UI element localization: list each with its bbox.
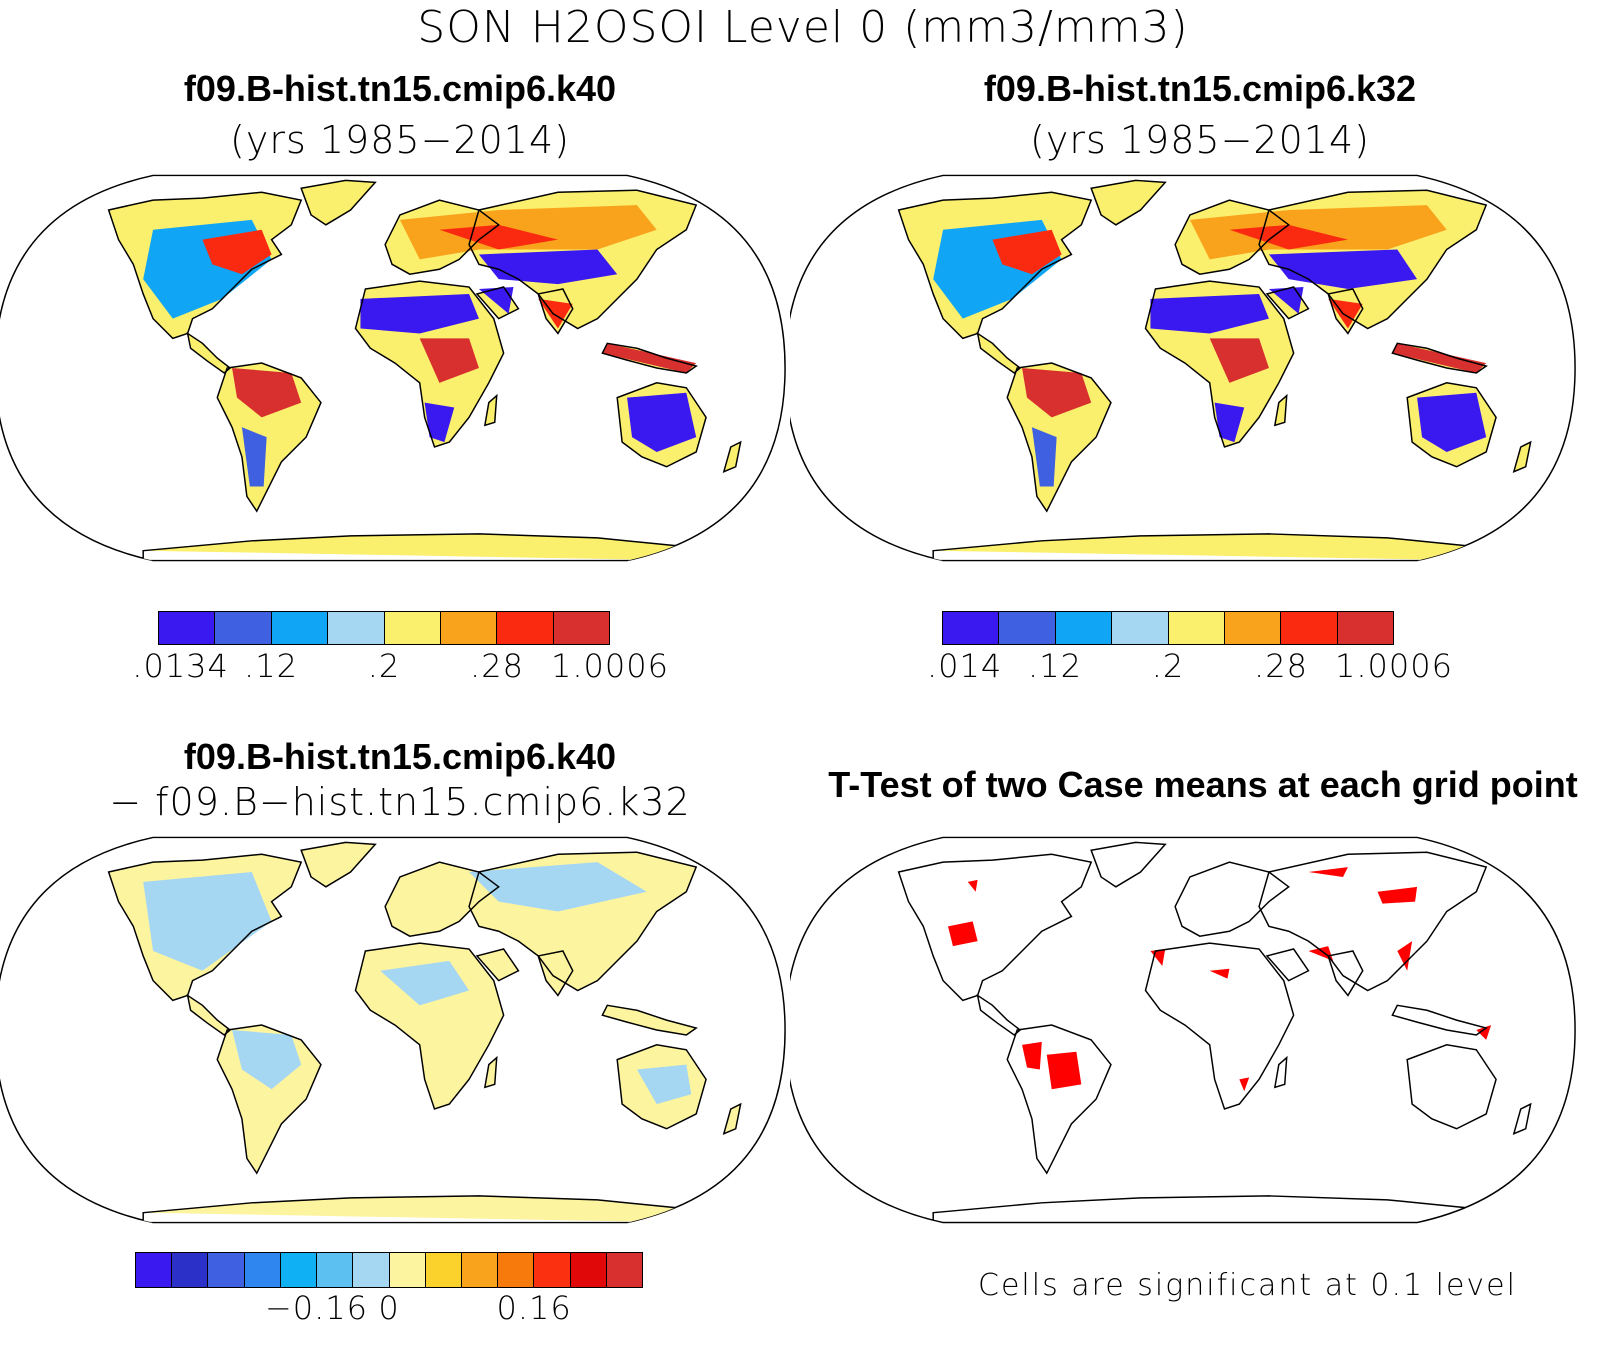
difference-field	[107, 841, 742, 1223]
colorbar-swatch	[943, 612, 1000, 644]
colorbar-swatch	[384, 612, 441, 644]
colorbar-swatch	[425, 1253, 462, 1287]
colorbar-tick-label: .12	[244, 647, 298, 685]
colorbar-swatch	[328, 612, 385, 644]
ttest-title: T-Test of two Case means at each grid po…	[828, 764, 1578, 805]
colorbar-swatch	[440, 612, 498, 644]
colorbar-tick-label: .2	[367, 647, 401, 685]
colorbar-tick-label: 1.0006	[551, 647, 669, 685]
colorbar-swatch	[244, 1253, 281, 1287]
colorbar-swatch	[353, 1253, 390, 1287]
colorbar-swatch	[280, 1253, 318, 1287]
case1-map	[0, 174, 786, 562]
colorbar-swatch	[208, 1253, 245, 1287]
case2-colorbar	[942, 611, 1394, 645]
colorbar-swatch	[1168, 612, 1225, 644]
case1-title: f09.B-hist.tn15.cmip6.k40	[183, 68, 617, 109]
diff-map	[0, 836, 786, 1224]
colorbar-swatch	[999, 612, 1056, 644]
colorbar-swatch	[159, 612, 216, 644]
colorbar-tick-label: 1.0006	[1335, 647, 1453, 685]
colorbar-swatch	[461, 1253, 499, 1287]
case1-colorbar	[158, 611, 610, 645]
colorbar-swatch	[389, 1253, 426, 1287]
colorbar-swatch	[215, 612, 272, 644]
colorbar-swatch	[136, 1253, 173, 1287]
colorbar-tick-label: .014	[926, 647, 1003, 685]
colorbar-swatch	[1337, 612, 1393, 644]
significance-field	[897, 841, 1532, 1223]
significant-cells	[948, 867, 1492, 1092]
colorbar-swatch	[172, 1253, 209, 1287]
figure-title: SON H2OSOI Level 0 (mm3/mm3)	[417, 2, 1189, 53]
ttest-map	[790, 836, 1576, 1224]
colorbar-tick-label: .28	[470, 647, 524, 685]
colorbar-tick-label: −0.16	[264, 1289, 368, 1327]
colorbar-swatch	[553, 612, 609, 644]
colorbar-tick-label: .12	[1028, 647, 1082, 685]
colorbar-swatch	[317, 1253, 354, 1287]
colorbar-swatch	[498, 1253, 535, 1287]
colorbar-swatch	[1224, 612, 1282, 644]
soil-moisture-field	[107, 179, 742, 561]
case2-years: (yrs 1985−2014)	[1030, 118, 1370, 162]
colorbar-tick-label: 0	[378, 1289, 400, 1327]
colorbar-swatch	[570, 1253, 607, 1287]
diff-colorbar	[135, 1252, 643, 1288]
map-boundary	[790, 836, 1576, 1224]
diff-title-line2: − f09.B−hist.tn15.cmip6.k32	[109, 780, 691, 824]
colorbar-tick-label: .0134	[132, 647, 229, 685]
colorbar-swatch	[606, 1253, 643, 1287]
case2-title: f09.B-hist.tn15.cmip6.k32	[983, 68, 1417, 109]
colorbar-swatch	[1055, 612, 1113, 644]
colorbar-swatch	[1281, 612, 1338, 644]
colorbar-swatch	[1112, 612, 1169, 644]
colorbar-swatch	[271, 612, 329, 644]
significance-note: Cells are significant at 0.1 level	[978, 1268, 1517, 1303]
colorbar-tick-label: .2	[1151, 647, 1185, 685]
colorbar-tick-label: 0.16	[496, 1289, 572, 1327]
case2-map	[790, 174, 1576, 562]
soil-moisture-field	[897, 179, 1532, 561]
case1-years: (yrs 1985−2014)	[230, 118, 570, 162]
diff-title-line1: f09.B-hist.tn15.cmip6.k40	[183, 736, 617, 777]
colorbar-tick-label: .28	[1254, 647, 1308, 685]
colorbar-swatch	[497, 612, 554, 644]
colorbar-swatch	[534, 1253, 571, 1287]
